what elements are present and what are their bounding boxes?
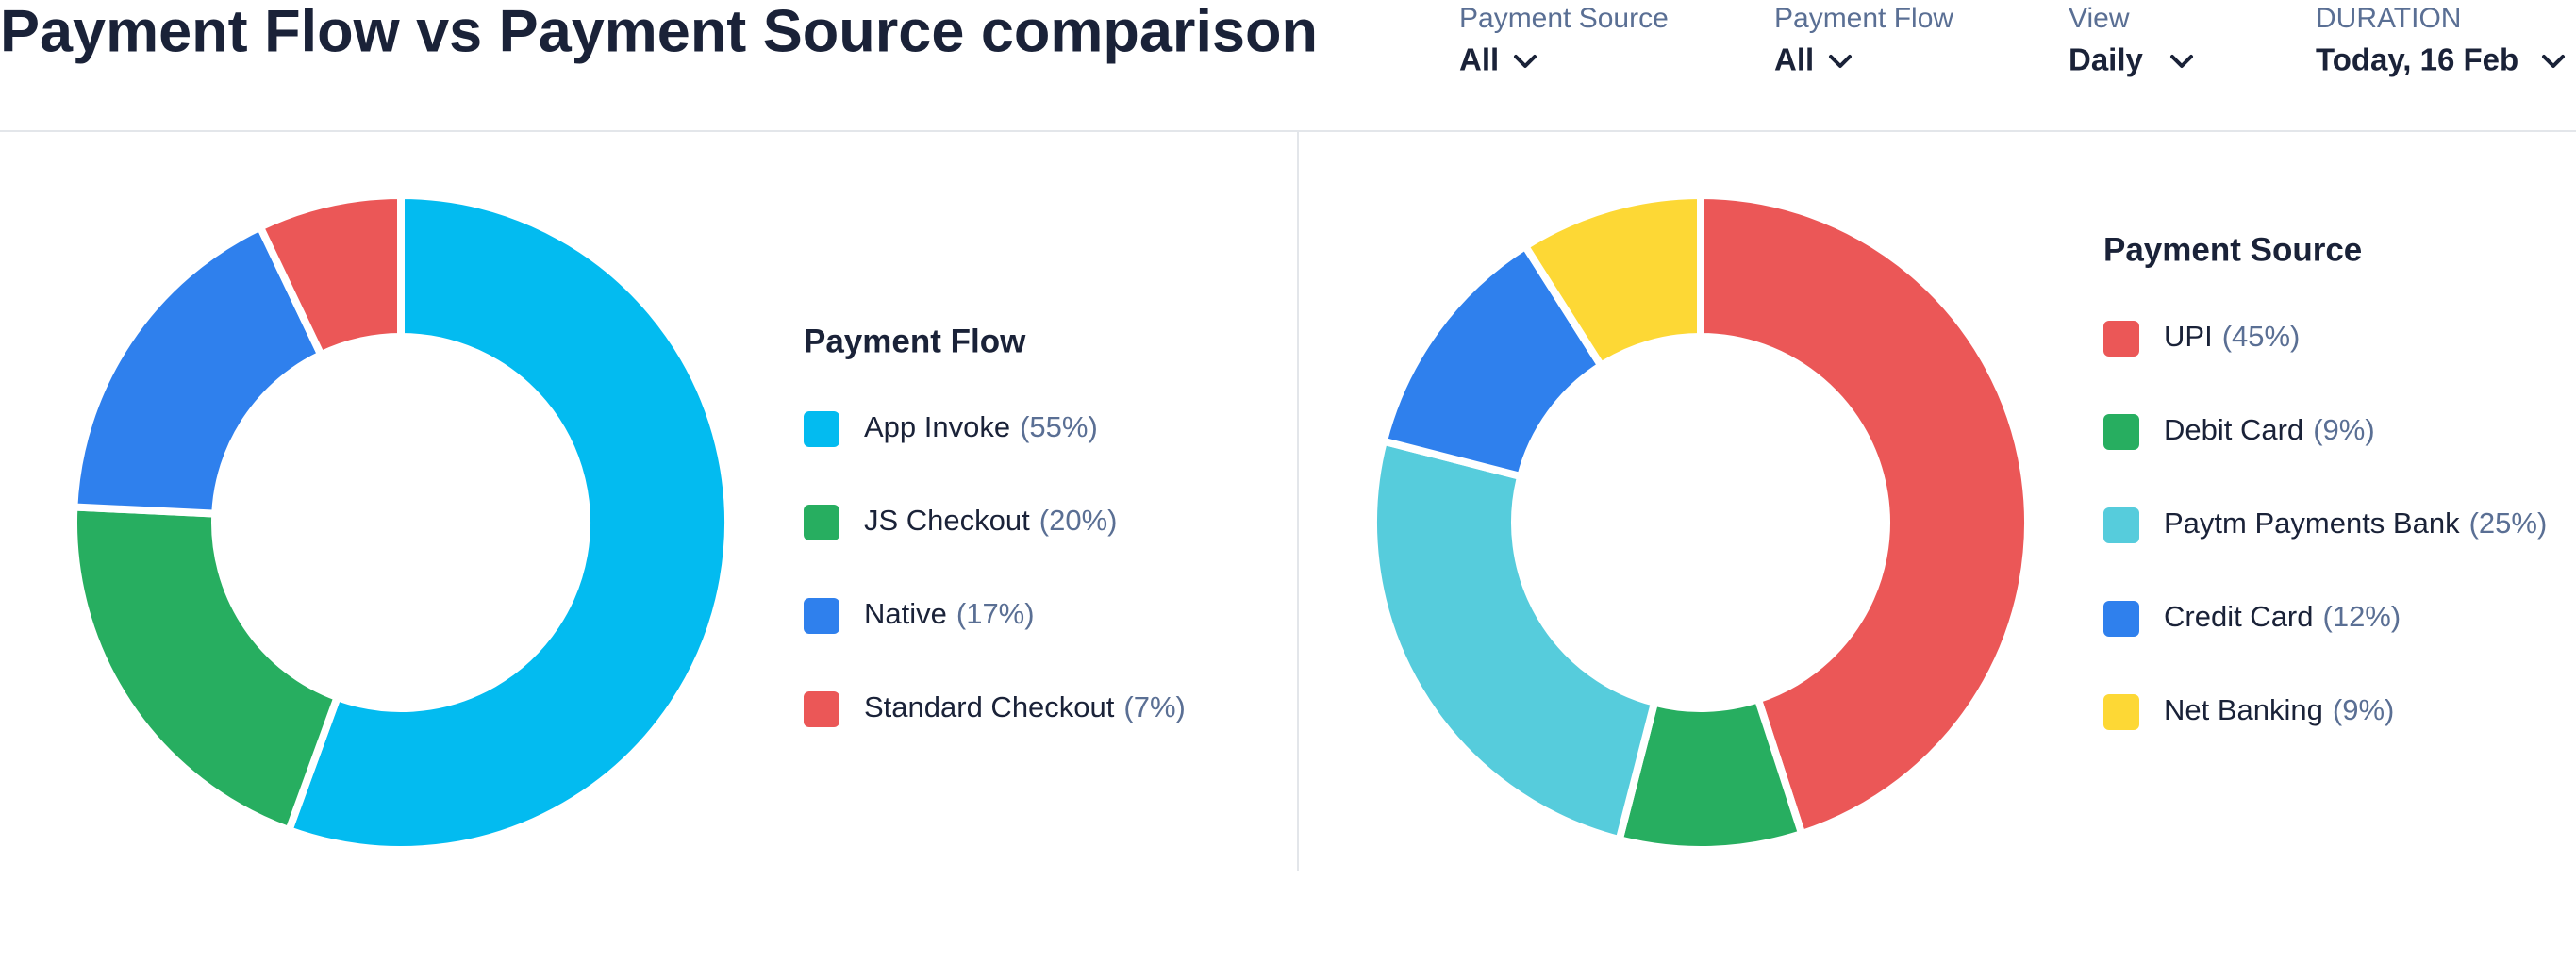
legend-value: (9%) (2313, 413, 2374, 446)
chevron[interactable] (1514, 55, 1537, 68)
legend-value: (45%) (2222, 320, 2301, 353)
legend-label: JS Checkout (864, 504, 1030, 537)
filter[interactable]: View Daily (2069, 3, 2193, 77)
filter-value[interactable]: All (1459, 42, 1499, 77)
legend-swatch (2103, 601, 2139, 637)
legend-value: (9%) (2333, 693, 2394, 726)
legend-value: (55%) (1020, 410, 1098, 443)
filter-label: Payment Source (1459, 3, 1669, 34)
legend-value: (25%) (2469, 507, 2548, 540)
legend-item: JS Checkout (20%) (864, 504, 1117, 537)
legend-value: (12%) (2323, 600, 2401, 633)
donut-slice (70, 222, 326, 518)
donut-slice (70, 503, 342, 836)
legend-value: (20%) (1039, 504, 1118, 537)
legend-label: Credit Card (2164, 600, 2314, 633)
filter-label: View (2069, 3, 2130, 34)
donut-slice (284, 191, 732, 854)
legend-label: Standard Checkout (864, 690, 1115, 723)
legend-swatch (2103, 414, 2139, 450)
legend-swatch (2103, 321, 2139, 357)
legend-item: Net Banking (9%) (2164, 693, 2394, 726)
legend-item: Debit Card (9%) (2164, 413, 2375, 446)
legend-swatch (804, 411, 839, 447)
chevron[interactable] (2170, 55, 2193, 68)
legend-swatch (804, 598, 839, 634)
donut-slice (1697, 191, 2032, 839)
legend-swatch (804, 691, 839, 727)
legend-label: Paytm Payments Bank (2164, 507, 2460, 540)
legend-swatch (2103, 507, 2139, 543)
legend-item: UPI (45%) (2164, 320, 2300, 353)
chevron[interactable] (1829, 55, 1852, 68)
donut-slice (1520, 191, 1704, 372)
donut-slice (1370, 436, 1659, 844)
filter[interactable]: Payment Flow All (1774, 3, 1953, 77)
filter-value[interactable]: Daily (2069, 42, 2144, 77)
legend-swatch (2103, 694, 2139, 730)
filter-label: Payment Flow (1774, 3, 1953, 34)
donut-slice (255, 191, 405, 360)
legend-item: Paytm Payments Bank (25%) (2164, 507, 2547, 540)
legend-item: Standard Checkout (7%) (864, 690, 1186, 723)
legend-label: Debit Card (2164, 413, 2303, 446)
legend-item: Native (17%) (864, 597, 1035, 630)
chevron[interactable] (2542, 55, 2565, 68)
legend-label: Net Banking (2164, 693, 2323, 726)
page-title: Payment Flow vs Payment Source compariso… (0, 0, 1318, 65)
filter-value[interactable]: Today, 16 Feb (2316, 42, 2518, 77)
filter-label: DURATION (2316, 3, 2461, 34)
legend-label: Native (864, 597, 947, 630)
legend-label: UPI (2164, 320, 2213, 353)
filter[interactable]: Payment Source All (1459, 3, 1669, 77)
legend-item: App Invoke (55%) (864, 410, 1098, 443)
legend-title: Payment Source (2103, 231, 2362, 268)
filter[interactable]: DURATION Today, 16 Feb (2316, 3, 2565, 77)
legend-item: Credit Card (12%) (2164, 600, 2401, 633)
legend-value: (7%) (1123, 690, 1185, 723)
legend-swatch (804, 505, 839, 540)
legend-title: Payment Flow (804, 323, 1026, 359)
filter-value[interactable]: All (1774, 42, 1814, 77)
legend-label: App Invoke (864, 410, 1010, 443)
legend-value: (17%) (956, 597, 1035, 630)
